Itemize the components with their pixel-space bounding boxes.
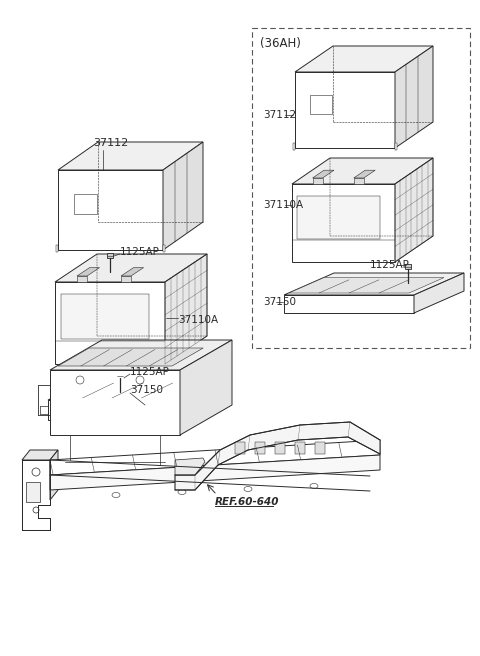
Polygon shape — [175, 422, 380, 490]
Bar — [252, 28, 470, 348]
Polygon shape — [165, 254, 207, 364]
Ellipse shape — [244, 487, 252, 491]
Bar — [26, 482, 40, 502]
Polygon shape — [53, 380, 207, 398]
Polygon shape — [275, 442, 285, 454]
Text: 1125AP: 1125AP — [370, 260, 410, 270]
Polygon shape — [292, 158, 433, 184]
Text: 37150: 37150 — [130, 385, 163, 395]
Polygon shape — [395, 46, 433, 148]
Polygon shape — [284, 273, 464, 295]
Polygon shape — [310, 95, 332, 113]
Polygon shape — [163, 142, 203, 250]
Polygon shape — [50, 370, 180, 435]
Polygon shape — [312, 170, 334, 178]
Polygon shape — [74, 194, 97, 214]
Polygon shape — [176, 375, 228, 420]
Text: 1125AP: 1125AP — [120, 247, 160, 257]
Text: 37112: 37112 — [93, 138, 128, 148]
Text: 37150: 37150 — [263, 297, 296, 307]
Polygon shape — [50, 450, 58, 500]
Polygon shape — [58, 142, 203, 170]
Polygon shape — [50, 440, 380, 475]
Ellipse shape — [112, 493, 120, 497]
Ellipse shape — [178, 489, 186, 495]
Polygon shape — [395, 143, 397, 150]
Polygon shape — [22, 460, 50, 530]
Circle shape — [76, 376, 84, 384]
Polygon shape — [22, 450, 58, 460]
Polygon shape — [284, 295, 414, 313]
Polygon shape — [50, 455, 380, 490]
Polygon shape — [121, 268, 144, 276]
Polygon shape — [121, 276, 131, 282]
Polygon shape — [58, 170, 163, 250]
Polygon shape — [117, 373, 123, 378]
Polygon shape — [163, 245, 165, 252]
Polygon shape — [297, 195, 380, 239]
Polygon shape — [295, 46, 433, 72]
Polygon shape — [77, 276, 87, 282]
Text: REF.60-640: REF.60-640 — [215, 497, 279, 507]
Ellipse shape — [310, 483, 318, 489]
Circle shape — [136, 376, 144, 384]
Polygon shape — [180, 340, 232, 435]
Polygon shape — [50, 340, 232, 370]
Polygon shape — [315, 442, 325, 454]
Polygon shape — [354, 178, 364, 184]
Text: 37110A: 37110A — [178, 315, 218, 325]
Polygon shape — [395, 158, 433, 262]
Polygon shape — [77, 268, 100, 276]
Circle shape — [33, 507, 39, 513]
Polygon shape — [255, 442, 265, 454]
Text: 1125AP: 1125AP — [130, 367, 170, 377]
Polygon shape — [48, 375, 228, 400]
Polygon shape — [235, 442, 245, 454]
Polygon shape — [414, 273, 464, 313]
Polygon shape — [312, 178, 323, 184]
Polygon shape — [56, 245, 58, 252]
Polygon shape — [289, 277, 444, 293]
Polygon shape — [295, 72, 395, 148]
Polygon shape — [405, 264, 411, 269]
Circle shape — [32, 468, 40, 476]
Polygon shape — [60, 295, 148, 339]
Polygon shape — [55, 254, 207, 282]
Polygon shape — [175, 458, 205, 475]
Text: 37110A: 37110A — [263, 200, 303, 210]
Polygon shape — [48, 400, 176, 420]
Polygon shape — [107, 253, 113, 258]
Text: 37112: 37112 — [263, 110, 296, 120]
Polygon shape — [55, 282, 165, 364]
Polygon shape — [58, 348, 203, 366]
Polygon shape — [295, 442, 305, 454]
Polygon shape — [293, 143, 295, 150]
Polygon shape — [354, 170, 375, 178]
Text: (36AH): (36AH) — [260, 37, 301, 51]
Polygon shape — [292, 184, 395, 262]
